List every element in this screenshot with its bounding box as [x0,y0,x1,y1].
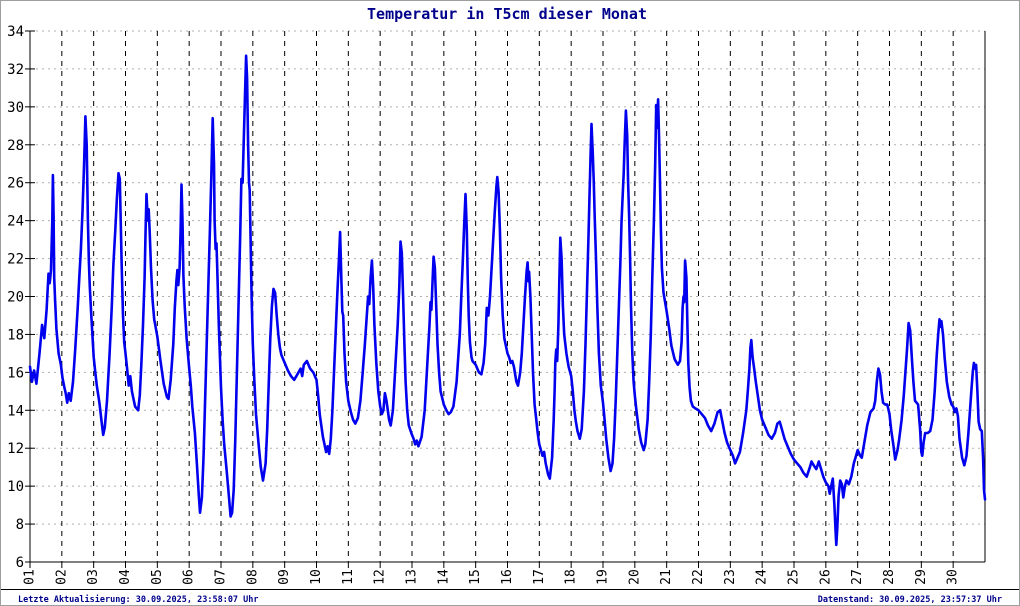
x-tick-label: 16 [500,569,515,585]
x-tick-label: 14 [436,569,451,585]
x-tick-label: 01 [23,569,38,585]
x-tick-label: 10 [309,569,324,585]
x-tick-label: 13 [405,569,420,585]
x-tick-label: 07 [214,569,229,585]
y-tick-label: 6 [16,555,24,571]
x-tick-label: 17 [532,569,547,585]
temperature-series-line [28,54,987,547]
x-tick-label: 08 [245,569,260,585]
x-tick-label: 03 [86,569,101,585]
x-tick-label: 21 [659,569,674,585]
y-tick-label: 30 [7,100,24,116]
x-tick-label: 09 [277,569,292,585]
x-tick-label: 05 [150,569,165,585]
x-tick-label: 24 [755,569,770,585]
x-tick-label: 26 [818,569,833,585]
y-tick-label: 26 [7,176,24,192]
y-tick-label: 32 [7,62,24,78]
last-update-text: Letzte Aktualisierung: 30.09.2025, 23:58… [18,594,259,605]
y-tick-label: 14 [7,403,24,419]
y-tick-label: 28 [7,138,24,154]
x-tick-label: 12 [373,569,388,585]
y-tick-label: 22 [7,252,24,268]
x-tick-label: 28 [882,569,897,585]
x-tick-label: 06 [182,569,197,585]
data-timestamp-text: Datenstand: 30.09.2025, 23:57:37 Uhr [818,595,1002,605]
x-tick-label: 11 [341,569,356,585]
x-tick-label: 25 [787,569,802,585]
x-tick-label: 29 [914,569,929,585]
y-tick-label: 10 [7,479,24,495]
y-tick-label: 34 [7,24,24,40]
x-tick-label: 15 [468,569,483,585]
chart-title: Temperatur in T5cm dieser Monat [367,5,647,23]
x-tick-label: 23 [723,569,738,585]
x-tick-label: 02 [54,569,69,585]
y-tick-label: 16 [7,365,24,381]
y-tick-label: 8 [16,517,24,533]
x-tick-label: 04 [118,569,133,585]
x-tick-label: 27 [850,569,865,585]
x-tick-label: 19 [596,569,611,585]
y-tick-label: 12 [7,441,24,457]
x-tick-label: 20 [627,569,642,585]
x-tick-label: 30 [946,569,961,585]
tick-marks [25,30,954,568]
series-line-layer [28,54,987,547]
y-tick-label: 18 [7,327,24,343]
y-axis-labels: 34 32 30 28 26 24 22 20 18 16 14 12 10 8 6 [7,24,24,571]
y-tick-label: 20 [7,290,24,306]
x-tick-label: 18 [564,569,579,585]
x-axis-labels: 01 02 03 04 05 06 07 08 09 10 11 12 13 14 15 16 17 18 19 20… [23,569,961,585]
vertical-gridlines [61,31,954,562]
x-tick-label: 22 [691,569,706,585]
y-tick-label: 24 [7,214,24,230]
